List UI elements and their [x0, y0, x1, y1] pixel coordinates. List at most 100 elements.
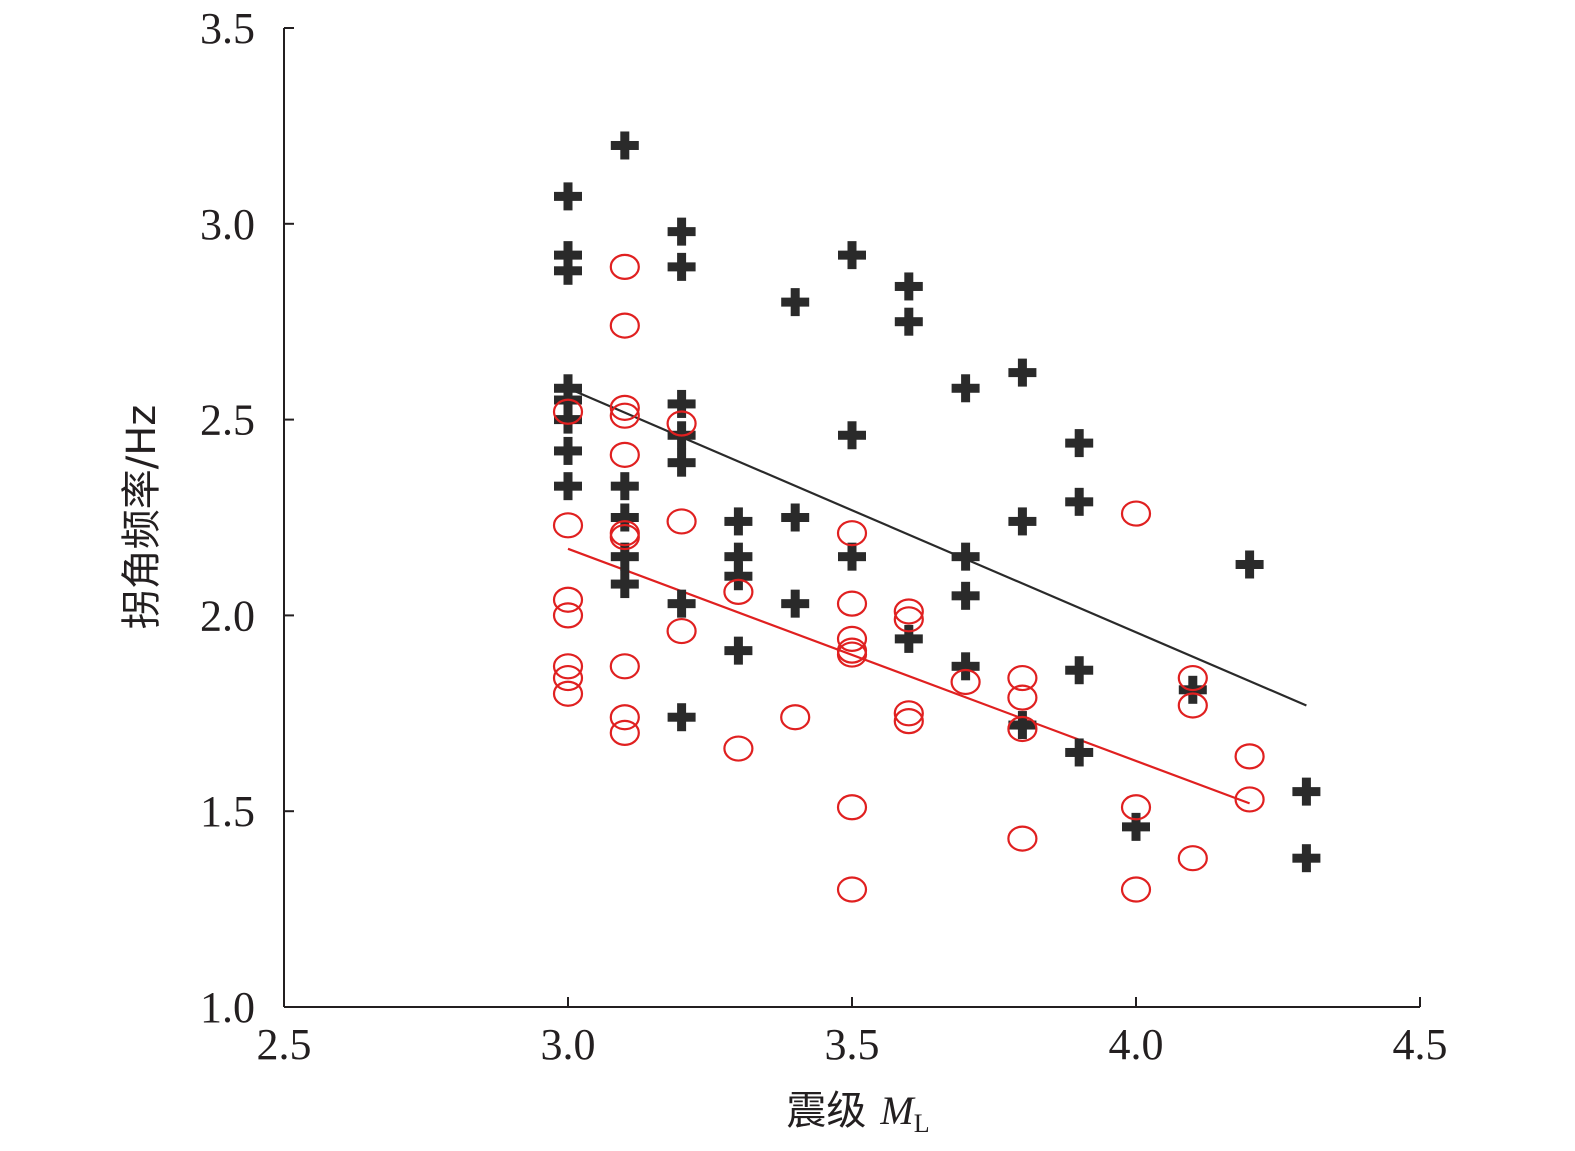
y-tick-label: 2.0 — [200, 591, 255, 640]
plus-point-bar-v — [563, 472, 573, 501]
plus-point-bar-v — [620, 503, 630, 532]
plus-point — [554, 241, 582, 270]
circle-point — [609, 653, 640, 680]
circle-point — [609, 719, 640, 746]
circle-point — [723, 735, 754, 762]
plus-point — [610, 472, 639, 501]
axes: 1.0 1.5 2.0 2.5 3.0 3.5 2.5 3.0 3.5 4.0 4.5 — [200, 4, 1448, 1069]
circle-point — [552, 602, 584, 629]
plus-point-bar-v — [733, 636, 743, 665]
circle-point — [893, 700, 924, 727]
circle-point — [609, 523, 640, 551]
plus-point — [1008, 711, 1037, 740]
x-tick-label: 3.5 — [825, 1020, 880, 1069]
circle-point — [836, 520, 868, 547]
circle-point — [1007, 825, 1038, 852]
plus-point-bar-v — [847, 421, 857, 450]
plus-point-bar-v — [733, 562, 743, 591]
x-tick-label: 4.0 — [1109, 1020, 1164, 1069]
circle-point — [1234, 743, 1265, 770]
plus-point-bar-v — [677, 589, 687, 618]
plus-point — [951, 374, 980, 403]
plus-point-bar-v — [847, 542, 857, 571]
plus-point — [667, 589, 696, 618]
circle-point — [836, 876, 868, 903]
circle-point — [552, 680, 584, 707]
circle-point — [1007, 664, 1038, 692]
plus-point — [1292, 844, 1321, 873]
circle-point — [1177, 664, 1208, 692]
x-axis-title-symbol: M — [879, 1088, 916, 1133]
circle-point — [893, 708, 924, 735]
circle-point — [1177, 845, 1208, 872]
plus-point — [724, 562, 753, 591]
x-axis-title: 震级 ML — [786, 1088, 929, 1138]
plus-point — [951, 652, 980, 681]
plus-point-bar-v — [563, 405, 573, 434]
plus-point — [667, 389, 696, 418]
plus-point — [1065, 738, 1094, 767]
plus-point-bar-v — [1074, 738, 1084, 767]
circle-point — [552, 586, 584, 613]
fit-line-circle-series — [567, 547, 1250, 805]
circle-point — [723, 578, 754, 606]
circle-point — [836, 625, 868, 652]
plus-point-bar-v — [1074, 656, 1084, 685]
plus-point — [610, 131, 639, 160]
plus-point-bar-v — [563, 256, 573, 285]
plus-point — [667, 252, 696, 281]
fit-line-plus-series — [567, 387, 1307, 707]
circle-point — [609, 312, 640, 339]
x-tick-label: 4.5 — [1393, 1020, 1448, 1069]
circle-point — [893, 598, 924, 625]
plus-point — [554, 405, 582, 434]
plus-point-bar-v — [1301, 844, 1311, 873]
circle-point — [1120, 876, 1152, 903]
plus-point — [894, 272, 923, 301]
plus-point — [781, 288, 810, 317]
circle-point — [552, 653, 584, 680]
plus-point — [724, 507, 753, 536]
plus-point — [1292, 777, 1321, 806]
x-tick-label: 2.5 — [257, 1020, 312, 1069]
plus-point-bar-v — [563, 436, 573, 465]
y-axis-title: 拐角频率/Hz — [119, 405, 165, 630]
x-axis-title-subscript: L — [914, 1109, 930, 1138]
plus-point-bar-v — [620, 131, 630, 160]
plus-point — [894, 624, 923, 653]
plus-point — [1008, 358, 1037, 387]
circle-point — [1007, 715, 1038, 743]
circle-point — [1234, 786, 1265, 813]
plus-point-bar-v — [563, 241, 573, 270]
plus-point — [554, 256, 582, 285]
circle-point — [893, 606, 924, 633]
plus-point — [781, 503, 810, 532]
plus-point — [610, 542, 639, 571]
circle-point — [950, 668, 981, 696]
circle-point — [836, 590, 868, 617]
plus-point — [781, 589, 810, 618]
x-axis-title-text: 震级 — [786, 1088, 866, 1134]
plus-point — [667, 217, 696, 246]
plus-point-bar-v — [620, 570, 630, 599]
circle-point — [552, 398, 584, 425]
plus-point-bar-v — [904, 307, 914, 336]
y-tick-label: 1.5 — [200, 787, 255, 836]
circle-point — [1120, 500, 1152, 527]
data-points — [552, 131, 1321, 903]
plus-point — [1122, 812, 1150, 841]
plus-point-bar-v — [620, 472, 630, 501]
circle-point — [666, 410, 697, 437]
circle-point — [1177, 692, 1208, 719]
plus-point-bar-v — [1245, 550, 1255, 579]
plus-point-bar-v — [677, 389, 687, 418]
plus-point-bar-v — [1301, 777, 1311, 806]
circle-point — [552, 664, 584, 692]
plus-point-bar-v — [677, 703, 687, 732]
plus-point-bar-v — [1074, 487, 1084, 516]
circle-point — [609, 704, 640, 731]
plus-point-bar-v — [847, 241, 857, 270]
plus-point — [1065, 429, 1094, 458]
plus-point-bar-v — [733, 507, 743, 536]
plus-point-bar-v — [961, 652, 971, 681]
